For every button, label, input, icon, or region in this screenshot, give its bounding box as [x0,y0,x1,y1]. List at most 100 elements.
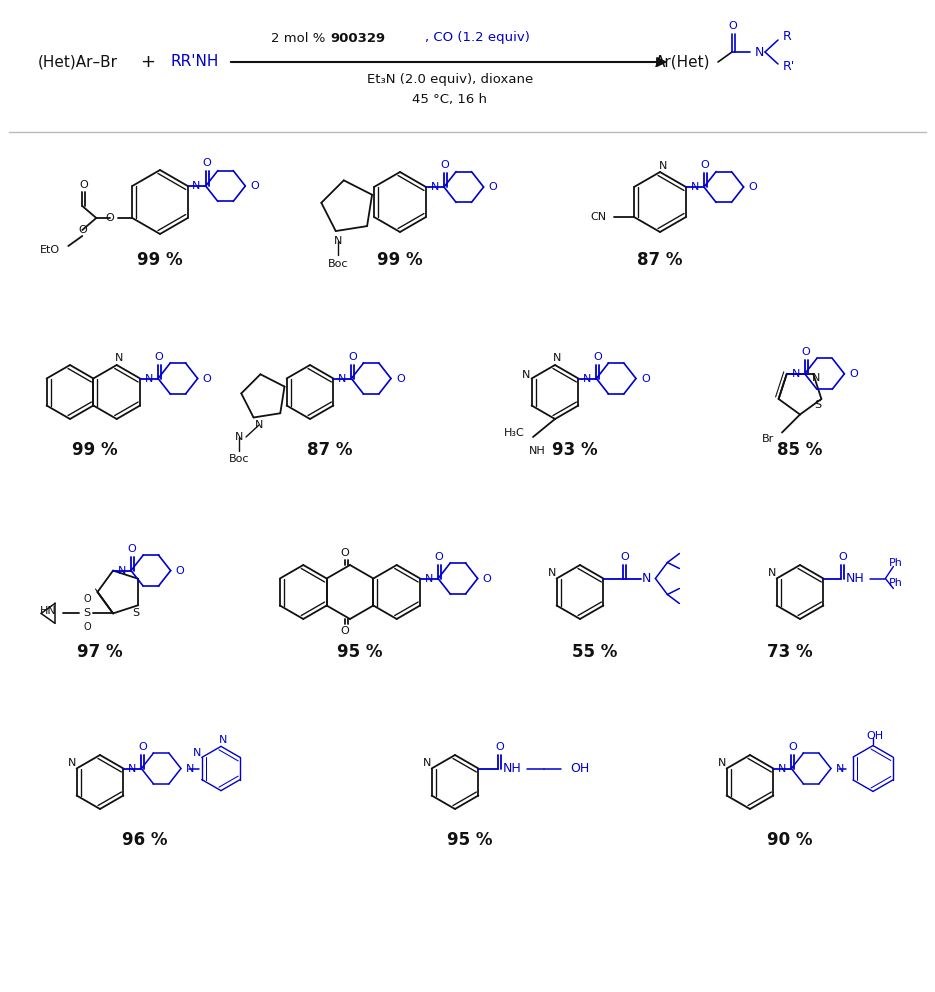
Text: N: N [145,374,153,384]
Text: R: R [783,31,792,44]
Text: CN: CN [590,212,606,222]
Text: 2 mol %: 2 mol % [271,32,330,45]
Text: EtO: EtO [40,245,60,255]
Text: 99 %: 99 % [377,251,423,269]
Text: N: N [641,572,651,585]
Text: 87 %: 87 % [638,251,683,269]
Text: NH: NH [846,572,865,585]
Text: N: N [659,161,668,171]
Text: N: N [128,764,137,774]
Text: 87 %: 87 % [308,441,352,459]
Text: N: N [255,420,263,430]
Text: N: N [691,182,699,192]
Text: N: N [547,567,555,577]
Text: 99 %: 99 % [137,251,183,269]
Text: O: O [641,374,650,384]
Text: O: O [348,351,357,361]
Text: O: O [838,552,847,561]
Text: O: O [482,573,492,583]
Text: N: N [219,735,227,745]
Text: S: S [133,608,139,618]
Text: O: O [78,225,87,235]
Text: 95 %: 95 % [447,831,493,849]
Text: 45 °C, 16 h: 45 °C, 16 h [412,93,487,106]
Text: O: O [495,741,504,752]
Text: S: S [83,608,91,618]
Text: O: O [79,180,88,190]
Text: O: O [620,552,628,561]
Text: N: N [193,181,201,191]
Text: O: O [106,213,114,223]
Text: N: N [118,565,126,575]
Text: N: N [193,748,201,759]
Text: Ar(Het): Ar(Het) [654,55,710,69]
Text: 96 %: 96 % [122,831,167,849]
Text: N: N [423,758,431,768]
Text: N: N [338,374,346,384]
Text: O: O [700,160,710,170]
Text: 93 %: 93 % [553,441,597,459]
Text: O: O [440,160,450,170]
Text: O: O [83,594,91,604]
Text: 99 %: 99 % [72,441,118,459]
Text: N: N [553,353,561,363]
Text: O: O [154,351,164,361]
Text: O: O [251,181,259,191]
Text: 55 %: 55 % [572,643,618,661]
Text: RR'NH: RR'NH [171,55,219,69]
Text: H₃C: H₃C [504,428,525,438]
Text: +: + [140,53,155,71]
Text: O: O [203,374,211,384]
Text: (Het)Ar–Br: (Het)Ar–Br [38,55,118,69]
Text: 90 %: 90 % [768,831,813,849]
Text: N: N [583,374,591,384]
Text: N: N [755,46,765,59]
Text: NH: NH [528,446,545,456]
Text: 95 %: 95 % [338,643,382,661]
Text: N: N [114,353,122,363]
Text: O: O [593,351,602,361]
Text: N: N [334,236,342,246]
Text: O: O [801,347,810,357]
Text: 900329: 900329 [330,32,385,45]
Text: O: O [728,21,738,31]
Text: O: O [435,552,443,561]
Text: Boc: Boc [328,259,348,269]
Text: N: N [235,432,243,442]
Text: Boc: Boc [229,454,250,464]
Text: N: N [791,369,799,379]
Text: OH: OH [570,762,590,775]
Text: O: O [340,548,350,558]
Text: N: N [836,764,844,774]
Text: OH: OH [867,730,884,741]
Text: O: O [176,565,184,575]
Text: , CO (1.2 equiv): , CO (1.2 equiv) [425,32,530,45]
Text: N: N [778,764,786,774]
Text: Ph: Ph [888,558,902,567]
Text: HN: HN [40,606,57,616]
Text: Ph: Ph [888,577,902,587]
Text: O: O [396,374,405,384]
Text: R': R' [783,61,796,73]
Text: N: N [522,369,530,380]
Text: O: O [138,741,147,752]
Text: 97 %: 97 % [78,643,122,661]
Text: N: N [186,764,194,774]
Text: O: O [83,622,91,632]
Text: O: O [202,158,211,168]
Text: Et₃N (2.0 equiv), dioxane: Et₃N (2.0 equiv), dioxane [367,73,533,86]
Text: N: N [812,373,820,383]
Text: O: O [749,182,757,192]
Text: N: N [717,758,726,768]
Text: O: O [849,369,858,379]
Text: Br: Br [762,434,774,443]
Text: S: S [813,400,821,410]
Text: N: N [67,758,76,768]
Text: N: N [424,573,433,583]
Text: 73 %: 73 % [768,643,813,661]
Text: O: O [128,544,137,554]
Text: O: O [340,626,350,636]
Text: NH: NH [503,762,522,775]
Text: N: N [768,567,776,577]
Text: 85 %: 85 % [777,441,823,459]
